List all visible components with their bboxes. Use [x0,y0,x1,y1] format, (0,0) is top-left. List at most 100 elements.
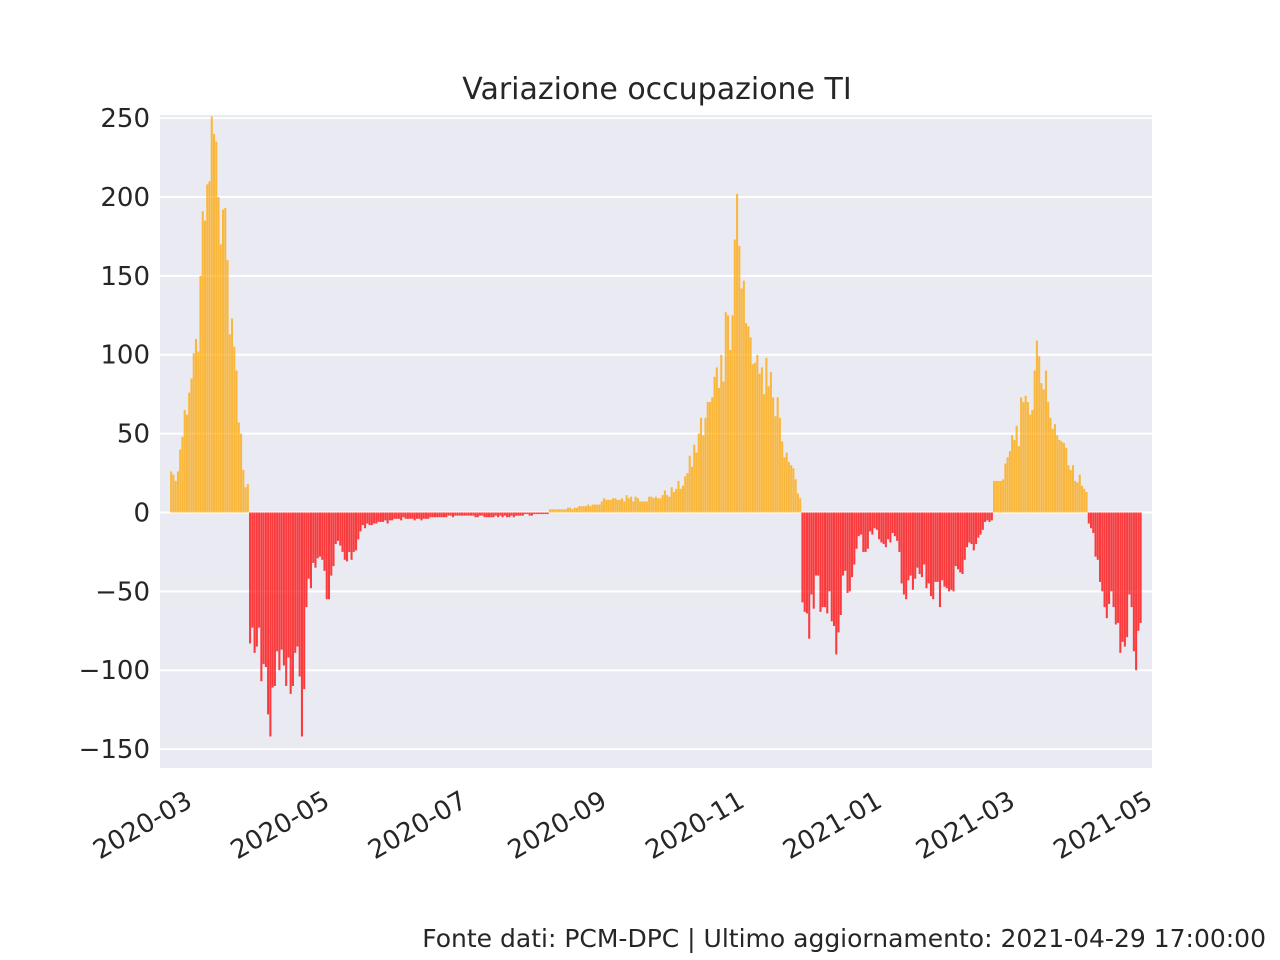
bar [1040,383,1043,513]
bar [1029,414,1032,513]
bar [244,487,247,513]
bar [1094,512,1097,557]
bar [1139,512,1142,623]
bar [954,512,957,567]
bar [1069,469,1072,513]
bar [672,491,675,513]
bar [938,512,942,608]
bar [898,512,901,552]
bar [785,452,788,513]
bar [1013,439,1016,513]
bar [695,452,698,513]
bar [501,512,504,518]
bar [447,512,450,516]
bar [206,184,209,513]
bar [1092,512,1095,533]
bar [966,512,969,548]
bar [704,417,707,513]
bar [832,512,836,627]
bar [690,466,694,513]
bar [582,506,585,513]
bar [526,512,529,515]
bar [359,512,362,532]
bar [882,512,885,545]
bar [896,512,899,541]
bar [395,512,398,519]
bar [255,512,258,647]
bar [467,512,470,516]
bar [298,512,301,677]
bar [1135,512,1138,671]
bar [406,512,409,519]
bar [1033,370,1036,513]
bar [1137,512,1140,631]
bar [828,512,831,592]
bar [1103,512,1106,608]
bar [936,512,939,582]
bar [296,512,299,647]
bar [625,495,628,513]
y-tick-label: 250 [100,104,150,134]
bar [776,397,779,513]
bar [413,512,416,521]
bar [835,512,838,655]
bar [720,354,723,513]
bar [343,512,346,560]
bar [699,417,703,513]
bar [294,512,297,653]
bar [445,512,448,518]
bar [914,512,917,579]
bar [711,397,714,513]
bar [436,512,439,518]
bar [884,512,887,548]
bar [194,338,198,513]
bar [702,435,705,513]
bar [855,512,858,549]
bar [636,498,639,513]
bar [183,409,186,513]
bar [485,512,488,518]
bar [262,512,265,664]
bar [844,512,847,571]
bar [465,512,468,516]
bar [524,512,527,515]
bar [589,506,592,513]
bar [839,512,842,615]
source-footer: Fonte dati: PCM-DPC | Ultimo aggiornamen… [422,924,1266,953]
bar [988,512,991,522]
bar [373,512,376,524]
y-tick-label: −100 [79,656,150,686]
bar [192,353,195,513]
bar [282,512,285,666]
bars [170,116,1142,737]
bar [1132,512,1135,652]
bar [956,512,960,570]
bar [1015,425,1018,513]
bar [1022,402,1025,513]
bar [605,499,608,513]
bar [1051,428,1054,513]
x-axis: 2020-03 2020-05 2020-07 2020-09 2020-11 2021-… [88,786,1158,866]
bar [1056,435,1059,513]
bar [348,512,351,552]
bar [361,512,364,526]
bar [271,512,274,688]
bar [429,512,432,518]
bar [634,496,637,513]
bar [767,386,770,513]
bar [787,462,790,513]
bar [654,496,657,513]
bar [280,512,283,650]
bar [267,512,270,715]
bar [774,416,777,513]
x-tick-label: 2020-05 [226,786,335,866]
bar [862,512,865,552]
bar [920,512,923,578]
bar [366,512,369,524]
bar [1101,512,1104,592]
bar [375,512,378,524]
x-tick-label: 2021-05 [1049,786,1158,866]
bar [1087,512,1090,524]
bar [738,245,741,513]
